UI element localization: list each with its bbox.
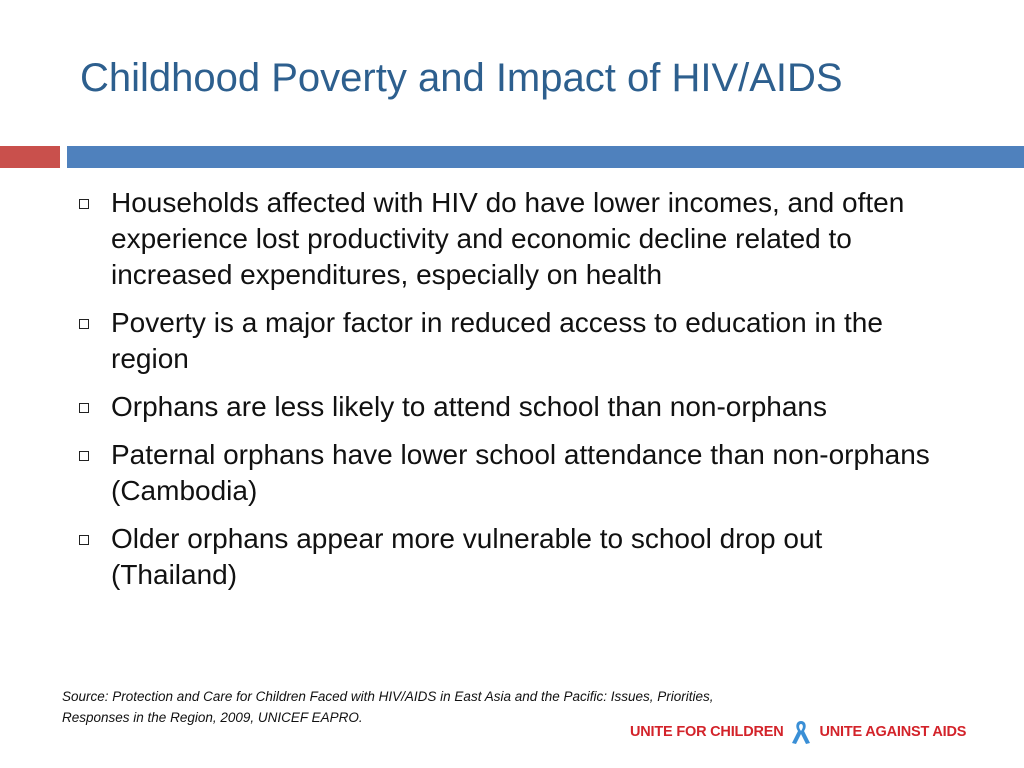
unite-for-children-logo: UNITE FOR CHILDREN UNITE AGAINST AIDS (630, 719, 966, 745)
accent-bar-red (0, 146, 60, 168)
square-bullet-icon (79, 451, 89, 461)
ribbon-icon (792, 721, 811, 744)
source-line: Responses in the Region, 2009, UNICEF EA… (62, 710, 363, 725)
logo-text-left: UNITE FOR CHILDREN (630, 724, 784, 740)
bullet-text: Poverty is a major factor in reduced acc… (111, 307, 883, 374)
bullet-text: Orphans are less likely to attend school… (111, 391, 827, 422)
source-citation: Source: Protection and Care for Children… (62, 686, 922, 728)
bullet-text: Paternal orphans have lower school atten… (111, 439, 930, 506)
list-item: Poverty is a major factor in reduced acc… (76, 305, 956, 377)
square-bullet-icon (79, 199, 89, 209)
square-bullet-icon (79, 319, 89, 329)
slide-title: Childhood Poverty and Impact of HIV/AIDS (80, 56, 843, 100)
list-item: Households affected with HIV do have low… (76, 185, 956, 293)
list-item: Paternal orphans have lower school atten… (76, 437, 956, 509)
source-line: Source: Protection and Care for Children… (62, 689, 714, 704)
logo-text-right: UNITE AGAINST AIDS (819, 724, 967, 740)
bullet-list: Households affected with HIV do have low… (76, 185, 956, 605)
list-item: Older orphans appear more vulnerable to … (76, 521, 956, 593)
bullet-text: Older orphans appear more vulnerable to … (111, 523, 823, 590)
list-item: Orphans are less likely to attend school… (76, 389, 956, 425)
square-bullet-icon (79, 535, 89, 545)
bullet-text: Households affected with HIV do have low… (111, 187, 905, 290)
accent-bar-blue (67, 146, 1024, 168)
square-bullet-icon (79, 403, 89, 413)
